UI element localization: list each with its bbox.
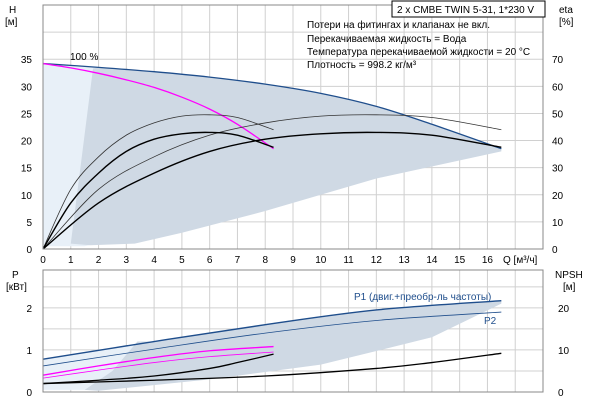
x-tick-label: 2 <box>96 255 102 266</box>
h-tick-label: 20 <box>21 137 33 148</box>
note-fittings: Потери на фитингах и клапанах не вкл. <box>307 19 490 31</box>
series-line-p2 <box>42 311 502 367</box>
eta-tick-label: 20 <box>552 191 564 202</box>
eta-axis-unit: [%] <box>559 17 574 28</box>
x-tick-label: 3 <box>124 255 130 266</box>
x-tick-label: 0 <box>40 255 46 266</box>
chart-title: 2 x CMBE TWIN 5-31, 1*230 V <box>397 5 534 16</box>
series-line-eta-total-1-pump- <box>42 131 274 250</box>
p1-label: P1 (двиг.+преобр-ль частоты) <box>354 291 491 303</box>
x-tick-label: 7 <box>235 255 241 266</box>
x-tick-label: 12 <box>371 255 383 266</box>
h-tick-label: 25 <box>21 109 33 120</box>
h-tick-label: 0 <box>26 245 32 256</box>
x-tick-label: 6 <box>207 255 213 266</box>
speed-annotation: 100 % <box>70 52 98 63</box>
series-line-h-100-2-pumps- <box>42 62 502 150</box>
bottom-operating-area <box>84 300 502 391</box>
npsh-tick-label: 0 <box>558 388 564 399</box>
npsh-axis-unit: [м] <box>563 282 576 293</box>
top-series <box>42 62 502 250</box>
x-tick-label: 10 <box>315 255 327 266</box>
series-line-eta-1-pump- <box>42 114 274 250</box>
title-box <box>391 0 546 18</box>
series-line-h-100-1-pump- <box>42 62 274 150</box>
series-line-p2-1-pump- <box>42 351 274 379</box>
eta-tick-label: 70 <box>552 55 564 66</box>
series-line-p1 <box>42 300 502 360</box>
h-tick-label: 30 <box>21 82 33 93</box>
h-axis-label: H <box>9 5 16 16</box>
p-axis-unit: [кВт] <box>6 282 27 293</box>
h-tick-label: 5 <box>26 218 32 229</box>
eta-axis-label: eta <box>559 5 573 16</box>
h-tick-label: 10 <box>21 191 33 202</box>
bottom-plot-frame <box>42 269 544 393</box>
note-density: Плотность = 998.2 кг/м³ <box>307 60 417 71</box>
series-line-p1-1-pump- <box>42 345 274 376</box>
p2-label: P2 <box>484 316 497 327</box>
p-axis-label: P <box>12 270 19 281</box>
series-line-npsh-1-pump- <box>42 353 274 385</box>
x-tick-label: 9 <box>290 255 296 266</box>
p-tick-label: 0 <box>26 388 32 399</box>
x-tick-label: 4 <box>151 255 157 266</box>
eta-tick-label: 10 <box>552 218 564 229</box>
note-liquid: Перекачиваемая жидкость = Вода <box>307 34 467 45</box>
x-tick-label: 1 <box>68 255 74 266</box>
x-tick-label: 5 <box>179 255 185 266</box>
npsh-tick-label: 20 <box>558 304 570 315</box>
h-tick-label: 35 <box>21 55 33 66</box>
series-line-npsh-2-pumps- <box>42 352 502 385</box>
x-tick-label: 11 <box>343 255 354 266</box>
h-tick-label: 15 <box>21 164 33 175</box>
npsh-axis-label: NPSH <box>555 270 583 281</box>
eta-tick-label: 40 <box>552 137 564 148</box>
x-tick-label: 8 <box>262 255 268 266</box>
bottom-series <box>42 300 502 385</box>
top-plot-frame <box>42 4 544 250</box>
p-tick-label: 1 <box>26 346 32 357</box>
note-temperature: Температура перекачиваемой жидкости = 20… <box>307 47 530 58</box>
eta-tick-label: 60 <box>552 82 564 93</box>
eta-tick-label: 50 <box>552 109 564 120</box>
series-line-eta-2-pumps- <box>42 114 502 250</box>
eta-tick-label: 30 <box>552 164 564 175</box>
q-axis-label: Q [м³/ч] <box>503 255 538 266</box>
series-line-eta-total-2-pumps- <box>42 131 502 250</box>
p-tick-label: 2 <box>26 304 32 315</box>
h-axis-unit: [м] <box>5 17 18 28</box>
top-operating-area <box>70 67 502 246</box>
x-tick-label: 15 <box>454 255 466 266</box>
x-tick-label: 13 <box>399 255 411 266</box>
eta-tick-label: 0 <box>552 245 558 256</box>
npsh-tick-label: 10 <box>558 346 570 357</box>
x-tick-label: 16 <box>482 255 494 266</box>
x-tick-label: 14 <box>426 255 438 266</box>
